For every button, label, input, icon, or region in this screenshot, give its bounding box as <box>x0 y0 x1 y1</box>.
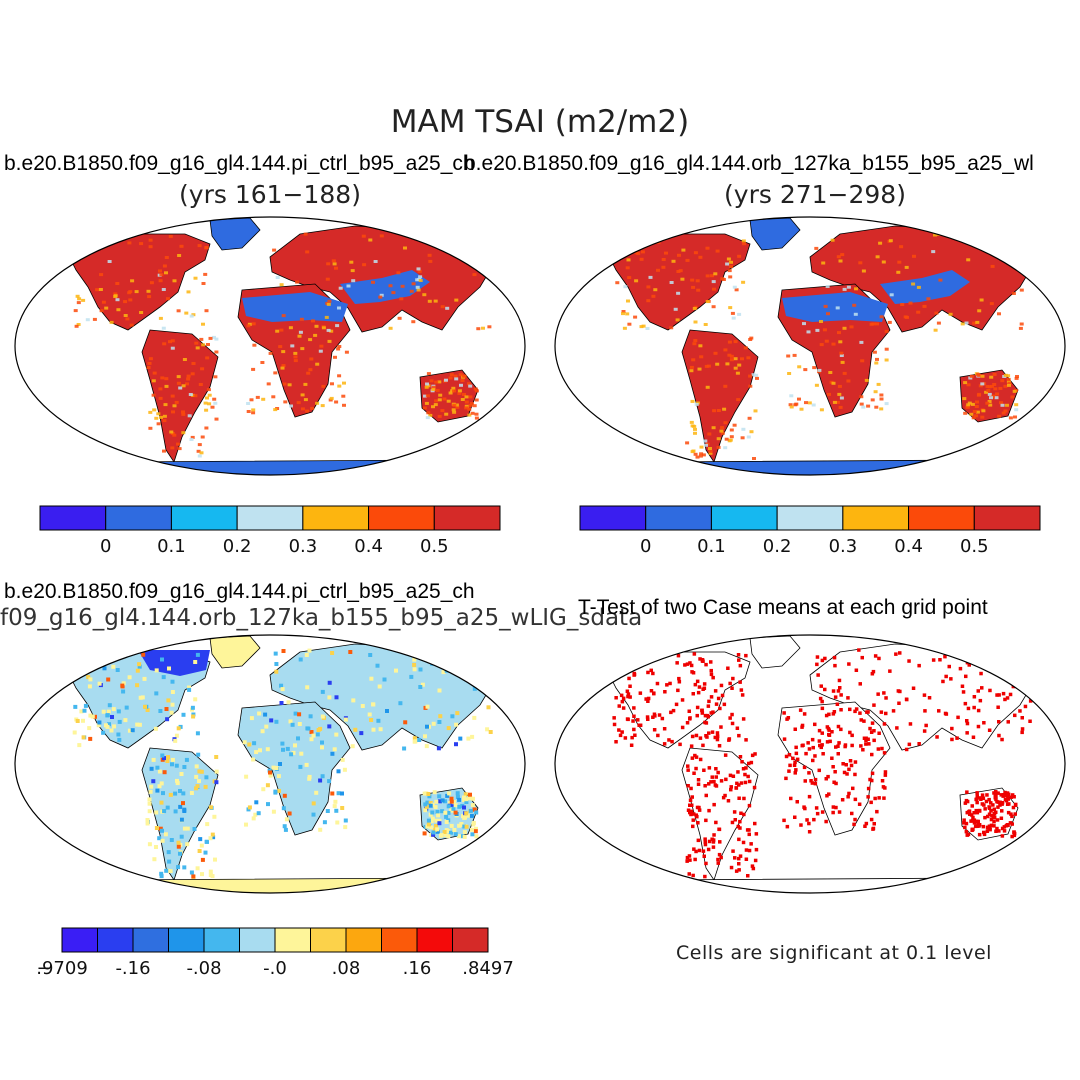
abs-swatch-4 <box>302 505 370 531</box>
diff-swatch-6 <box>274 927 311 953</box>
greenland-outline <box>749 635 801 669</box>
abs-swatch-3 <box>776 505 844 531</box>
abs-swatch-4 <box>842 505 910 531</box>
diff-swatch-1 <box>97 927 134 953</box>
abs-swatch-3 <box>236 505 304 531</box>
central-asia-region <box>340 270 430 304</box>
namerica-land <box>67 233 211 331</box>
diff-tick-label-5: .16 <box>403 958 432 979</box>
ttest-title: T-Test of two Case means at each grid po… <box>578 596 988 619</box>
abs-swatch-6 <box>433 505 501 531</box>
australia-land <box>959 369 1019 423</box>
abs-tick-label-0: 0 <box>100 536 111 557</box>
map-border <box>554 216 1066 476</box>
colorbar-ctrl: 0 0.1 0.2 0.3 0.4 0.5 <box>39 505 501 557</box>
diff-swatch-5 <box>239 927 276 953</box>
diff-tick-label-3: -.0 <box>263 958 287 979</box>
central-asia-region <box>880 270 970 304</box>
diff-swatch-7 <box>310 927 347 953</box>
map-ctrl-panel <box>14 216 526 476</box>
diff-tick-label-1: -.16 <box>115 958 150 979</box>
diff-subtitle: f09_g16_gl4.144.orb_127ka_b155_b95_a25_w… <box>0 605 643 631</box>
sahara-region <box>242 292 348 322</box>
map-content <box>607 635 1036 893</box>
map-border <box>14 216 526 476</box>
abs-tick-label-1: 0.1 <box>697 536 726 557</box>
orb-case-title: b.e20.B1850.f09_g16_gl4.144.orb_127ka_b1… <box>464 152 1034 175</box>
ctrl-years: (yrs 161−188) <box>179 180 361 209</box>
abs-swatch-5 <box>908 505 975 531</box>
ctrl-case-title: b.e20.B1850.f09_g16_gl4.144.pi_ctrl_b95_… <box>4 152 475 175</box>
map-content <box>607 217 1036 475</box>
diff-tick-label-6: .8497 <box>462 958 514 979</box>
abs-tick-label-0: 0 <box>640 536 651 557</box>
significance-note: Cells are significant at 0.1 level <box>676 942 992 964</box>
greenland-land <box>209 635 261 669</box>
abs-tick-label-5: 0.5 <box>960 536 989 557</box>
diff-swatch-3 <box>168 927 205 953</box>
antarctica-outline <box>639 877 989 893</box>
abs-swatch-6 <box>973 505 1041 531</box>
abs-tick-label-1: 0.1 <box>157 536 186 557</box>
abs-tick-label-2: 0.2 <box>763 536 792 557</box>
namerica-outline <box>607 651 751 749</box>
abs-swatch-1 <box>105 505 172 531</box>
diff-swatch-9 <box>381 927 418 953</box>
namerica-land <box>607 233 751 331</box>
diff-swatch-4 <box>203 927 240 953</box>
samerica-land <box>681 329 759 463</box>
map-border <box>554 634 1066 894</box>
abs-swatch-2 <box>710 505 778 531</box>
diff-case-title: b.e20.B1850.f09_g16_gl4.144.pi_ctrl_b95_… <box>4 580 475 603</box>
diff-swatch-10 <box>416 927 453 953</box>
abs-swatch-0 <box>39 505 107 531</box>
map-content <box>67 635 496 893</box>
abs-swatch-0 <box>579 505 647 531</box>
diff-tick-label-0: .9709 <box>36 958 88 979</box>
orb-years: (yrs 271−298) <box>724 180 906 209</box>
samerica-outline <box>681 747 759 881</box>
abs-tick-label-2: 0.2 <box>223 536 252 557</box>
map-difference-panel <box>14 634 526 894</box>
abs-swatch-1 <box>645 505 712 531</box>
diff-swatch-8 <box>345 927 382 953</box>
abs-tick-label-3: 0.3 <box>289 536 318 557</box>
diff-swatch-11 <box>452 927 489 953</box>
antarctica-land <box>99 459 449 475</box>
abs-tick-label-4: 0.4 <box>354 536 383 557</box>
antarctica-land <box>639 459 989 475</box>
abs-swatch-5 <box>368 505 435 531</box>
diff-tick-label-2: -.08 <box>186 958 221 979</box>
abs-tick-label-4: 0.4 <box>894 536 923 557</box>
map-orb-panel <box>554 216 1066 476</box>
diff-swatch-0 <box>61 927 98 953</box>
abs-tick-label-3: 0.3 <box>829 536 858 557</box>
figure-title: MAM TSAI (m2/m2) <box>390 104 690 140</box>
diff-tick-minus-sign: − <box>36 958 51 979</box>
greenland-land <box>749 217 801 251</box>
colorbar-orb: 0 0.1 0.2 0.3 0.4 0.5 <box>579 505 1041 557</box>
map-content <box>67 217 496 475</box>
colorbar-difference: −.9709 -.16 -.08 -.0 .08 .16 .8497 <box>36 927 514 979</box>
map-border <box>14 634 526 894</box>
greenland-land <box>209 217 261 251</box>
abs-tick-label-5: 0.5 <box>420 536 449 557</box>
antarctica-land <box>99 877 449 893</box>
diff-swatch-2 <box>132 927 169 953</box>
abs-swatch-2 <box>170 505 238 531</box>
diff-tick-label-4: .08 <box>332 958 361 979</box>
sahara-region <box>782 292 888 322</box>
map-ttest-panel <box>554 634 1066 894</box>
